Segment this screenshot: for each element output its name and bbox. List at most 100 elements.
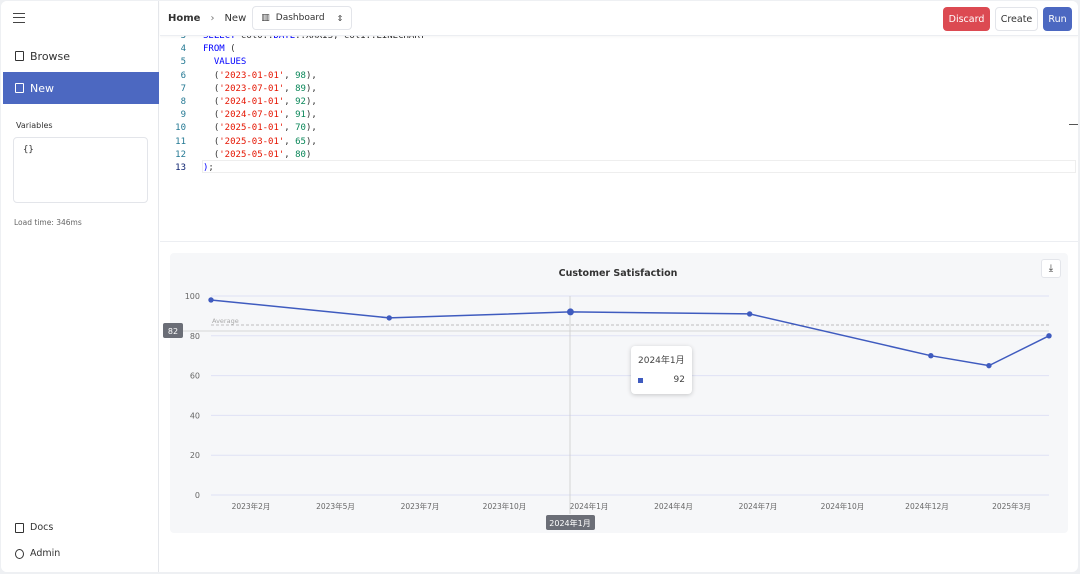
- code-text: ('2024-07-01', 91),: [203, 110, 317, 120]
- x-tick-label: 2024年4月: [654, 501, 693, 511]
- code-token: (: [203, 110, 220, 121]
- create-button[interactable]: Create: [995, 7, 1038, 31]
- line-number: 8: [180, 97, 186, 107]
- discard-button[interactable]: Discard: [943, 7, 990, 31]
- admin-label: Admin: [30, 548, 61, 559]
- code-token: col0::: [235, 36, 274, 41]
- code-line: 7 ('2023-07-01', 89),: [160, 84, 1078, 97]
- line-number: 5: [180, 57, 186, 68]
- code-token: (: [203, 83, 220, 94]
- code-token: FROM: [203, 44, 225, 55]
- code-line: 4 FROM (: [160, 44, 1078, 57]
- code-token: ),: [305, 97, 317, 107]
- code-token: 89: [295, 83, 306, 94]
- breadcrumb-home[interactable]: Home: [168, 12, 201, 24]
- line-number: 7: [180, 83, 186, 94]
- scrollbar-marker[interactable]: [1069, 124, 1078, 125]
- line-number: 6: [180, 70, 186, 81]
- code-token: ),: [305, 83, 317, 94]
- breadcrumb-new[interactable]: New: [224, 12, 247, 24]
- code-token: '2024-01-01': [219, 97, 285, 107]
- download-icon[interactable]: ⤓: [1041, 259, 1061, 278]
- code-line: 10 ('2025-01-01', 70),: [160, 123, 1078, 136]
- view-select[interactable]: ▥ Dashboard ⇕: [252, 6, 353, 30]
- x-tick-label: 2024年12月: [905, 501, 949, 511]
- y-tick-label: 20: [190, 451, 200, 460]
- top-bar: Home › New ▥ Dashboard ⇕ Discard Create Ru…: [160, 1, 1078, 36]
- sidebar: Browse New Variables {} Load time: 346ms…: [1, 1, 159, 572]
- code-token: '2024-07-01': [219, 110, 285, 121]
- series-line: [210, 299, 1050, 367]
- code-token: 98: [295, 70, 306, 81]
- current-line-highlight: [202, 160, 1076, 173]
- code-text: ('2023-01-01', 98),: [203, 71, 317, 81]
- code-token: '2025-05-01': [219, 149, 285, 160]
- code-token: ),: [305, 123, 317, 134]
- x-tick-label: 2024年7月: [739, 501, 778, 511]
- run-button[interactable]: Run: [1043, 7, 1072, 31]
- code-token: (: [224, 44, 236, 55]
- docs-label: Docs: [30, 522, 54, 533]
- data-point[interactable]: [986, 362, 992, 369]
- code-token: VALUES: [203, 57, 247, 68]
- code-line: 8 ('2024-01-01', 92),: [160, 97, 1078, 110]
- code-line: 13);: [160, 163, 1078, 176]
- code-token: ),: [305, 110, 317, 121]
- x-tick-label: 2024年10月: [821, 501, 865, 511]
- x-tick-label: 2023年2月: [232, 501, 271, 511]
- chart-title: Customer Satisfaction: [559, 268, 678, 279]
- code-token: ;: [208, 163, 214, 173]
- sidebar-item-browse[interactable]: Browse: [3, 40, 159, 72]
- code-token: (: [203, 136, 220, 147]
- code-token: ): [203, 163, 209, 173]
- code-token: (: [203, 97, 220, 107]
- y-tick-label: 0: [195, 491, 200, 500]
- data-point[interactable]: [1046, 333, 1052, 339]
- code-token: ): [305, 149, 312, 160]
- code-line: 9 ('2024-07-01', 91),: [160, 110, 1078, 123]
- code-token: (: [203, 149, 220, 160]
- sidebar-item-docs[interactable]: Docs: [15, 522, 53, 533]
- variables-input[interactable]: {}: [13, 137, 148, 203]
- x-tick-label: 2024年1月: [570, 501, 609, 511]
- code-token: '2023-01-01': [219, 70, 285, 81]
- code-token: ,: [284, 97, 296, 107]
- line-number: 3: [180, 36, 186, 41]
- file-plus-icon: [15, 83, 24, 93]
- view-select-value: Dashboard: [275, 13, 325, 23]
- code-text: );: [203, 163, 214, 173]
- crosshair-y-badge: [163, 323, 183, 338]
- sidebar-item-new[interactable]: New: [3, 72, 159, 104]
- book-icon: [15, 522, 24, 533]
- average-label: Average: [212, 317, 239, 325]
- y-tick-label: 80: [190, 332, 200, 341]
- line-number: 4: [180, 44, 186, 55]
- menu-icon[interactable]: [13, 13, 25, 23]
- code-token: '2025-01-01': [219, 123, 285, 134]
- x-tick-label: 2023年10月: [483, 501, 527, 511]
- data-point[interactable]: [566, 308, 574, 316]
- code-text: ('2025-05-01', 80): [203, 149, 312, 160]
- code-token: ,: [284, 70, 296, 81]
- code-token: '2025-03-01': [219, 136, 285, 147]
- x-tick-label: 2023年5月: [316, 501, 355, 511]
- data-point[interactable]: [386, 315, 392, 321]
- y-tick-label: 100: [185, 292, 200, 301]
- line-number: 11: [175, 136, 186, 147]
- code-token: ,: [284, 110, 296, 121]
- tooltip-title: 2024年1月: [638, 356, 685, 366]
- code-token: 92: [295, 97, 306, 107]
- y-tick-label: 60: [190, 372, 200, 381]
- code-line: 6 ('2023-01-01', 98),: [160, 71, 1078, 84]
- data-point[interactable]: [746, 311, 753, 317]
- data-point[interactable]: [928, 353, 934, 359]
- code-token: ,: [284, 136, 296, 147]
- code-token: 80: [295, 149, 306, 160]
- code-line: 5 VALUES: [160, 57, 1078, 70]
- sql-editor[interactable]: 3 SELECT col0::DATE::XAXIS, col1::LINECHA…: [160, 36, 1078, 242]
- code-text: ('2024-01-01', 92),: [203, 97, 317, 107]
- line-number: 13: [175, 163, 186, 173]
- sidebar-item-admin[interactable]: Admin: [15, 548, 60, 559]
- data-point[interactable]: [208, 297, 214, 303]
